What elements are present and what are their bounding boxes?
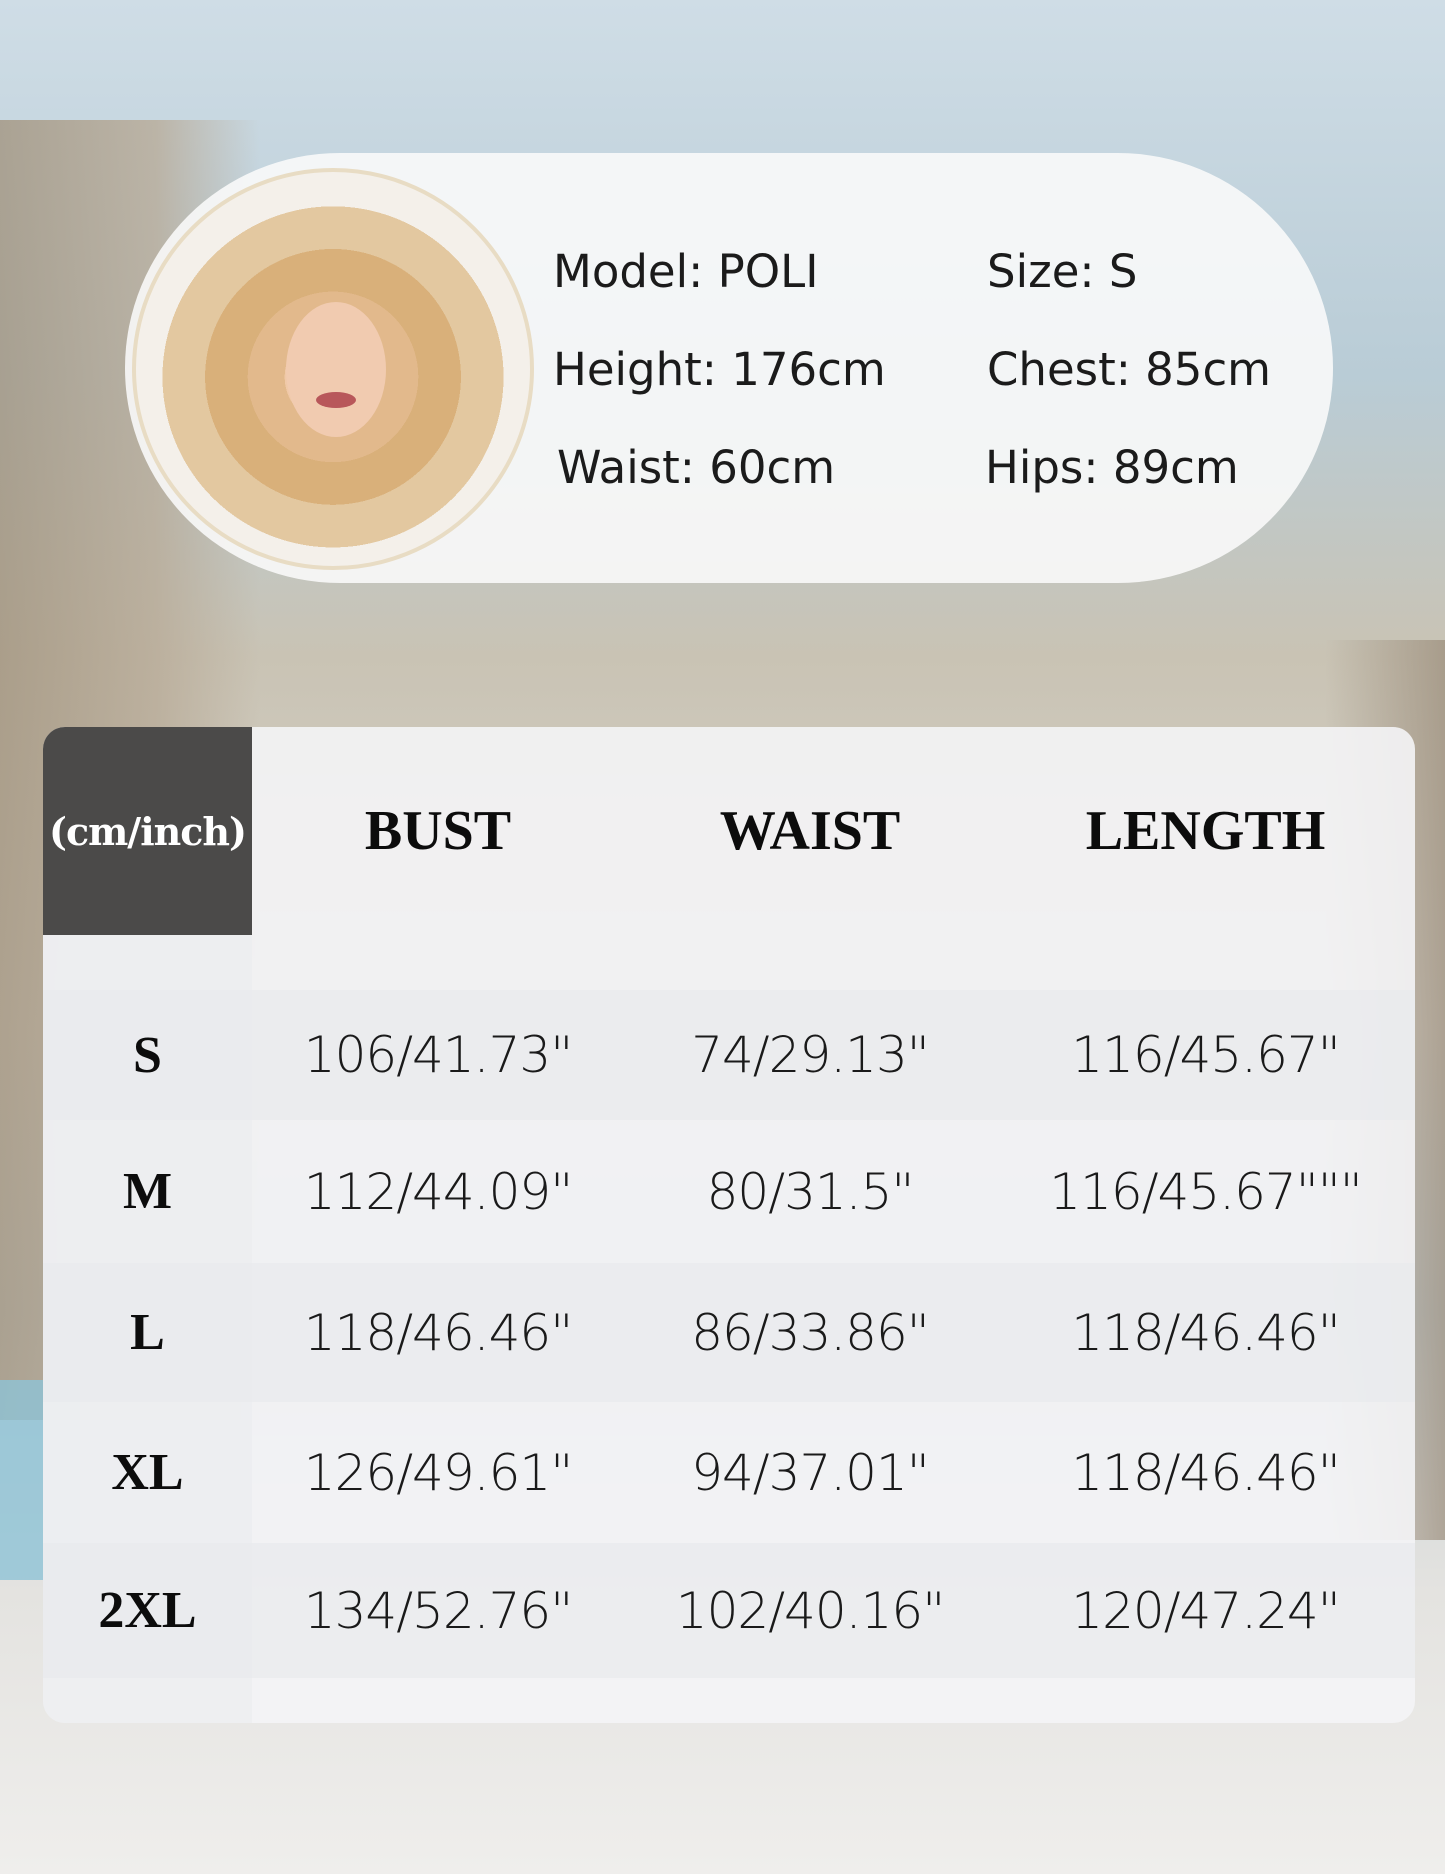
bust-value: 112/44.09" bbox=[303, 1162, 573, 1221]
length-value: 116/45.67""" bbox=[1049, 1162, 1362, 1221]
unit-label: (cm/inch) bbox=[43, 727, 252, 935]
header-waist: WAIST bbox=[719, 800, 901, 862]
model-chest: Chest: 85cm bbox=[987, 343, 1272, 396]
model-photo bbox=[132, 168, 534, 570]
model-height: Height: 176cm bbox=[553, 343, 886, 396]
table-row: 2XL 134/52.76" 102/40.16" 120/47.24" bbox=[43, 1543, 1415, 1678]
model-name: Model: POLI bbox=[553, 245, 819, 298]
size-label: M bbox=[122, 1163, 173, 1220]
length-value: 118/46.46" bbox=[1071, 1303, 1340, 1362]
size-label: XL bbox=[111, 1444, 184, 1501]
waist-value: 102/40.16" bbox=[675, 1581, 945, 1640]
bust-value: 118/46.46" bbox=[303, 1303, 573, 1362]
header-length: LENGTH bbox=[1085, 800, 1326, 862]
waist-value: 94/37.01" bbox=[691, 1443, 930, 1502]
bust-value: 106/41.73" bbox=[303, 1026, 573, 1084]
size-label: L bbox=[130, 1304, 165, 1361]
model-size: Size: S bbox=[987, 245, 1138, 298]
length-value: 120/47.24" bbox=[1071, 1581, 1340, 1640]
size-label: 2XL bbox=[98, 1582, 197, 1639]
table-row: M 112/44.09" 80/31.5" 116/45.67""" bbox=[43, 1120, 1415, 1263]
waist-value: 86/33.86" bbox=[691, 1303, 930, 1362]
size-chart-table: (cm/inch) BUST WAIST LENGTH S 106/41.73" 7… bbox=[43, 727, 1415, 1723]
table-row: S 106/41.73" 74/29.13" 116/45.67" bbox=[43, 990, 1415, 1120]
bust-value: 126/49.61" bbox=[303, 1443, 573, 1502]
model-hips: Hips: 89cm bbox=[985, 441, 1239, 494]
waist-value: 80/31.5" bbox=[706, 1162, 915, 1221]
waist-value: 74/29.13" bbox=[691, 1026, 930, 1084]
table-row: L 118/46.46" 86/33.86" 118/46.46" bbox=[43, 1263, 1415, 1402]
length-value: 118/46.46" bbox=[1071, 1443, 1340, 1502]
length-value: 116/45.67" bbox=[1071, 1026, 1340, 1084]
size-label: S bbox=[133, 1026, 162, 1084]
model-waist: Waist: 60cm bbox=[557, 441, 836, 494]
bust-value: 134/52.76" bbox=[303, 1581, 573, 1640]
header-bust: BUST bbox=[364, 800, 512, 862]
table-row: XL 126/49.61" 94/37.01" 118/46.46" bbox=[43, 1402, 1415, 1543]
